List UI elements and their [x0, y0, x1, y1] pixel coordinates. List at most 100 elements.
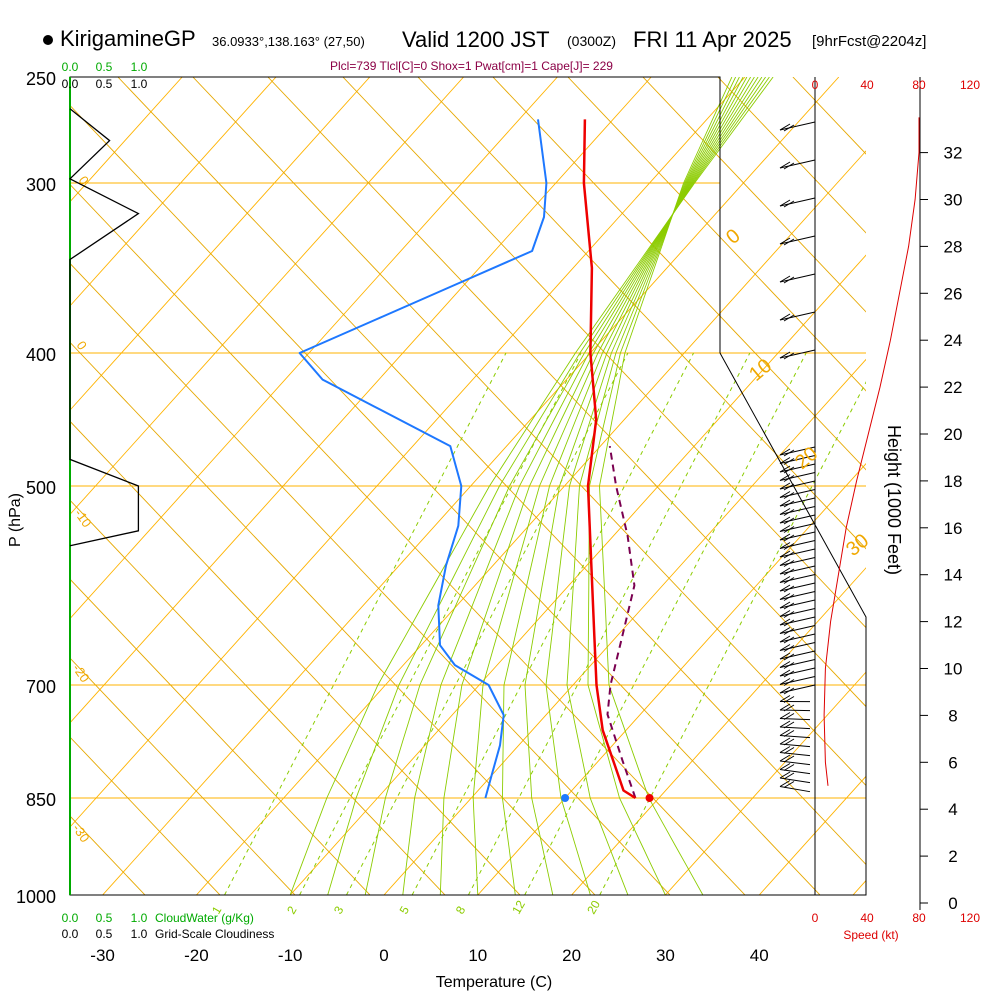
dry-adiabat-line	[70, 420, 521, 895]
wind-barb-flag	[783, 551, 795, 559]
height-tick-label: 6	[948, 753, 957, 772]
wind-barb-flag	[779, 457, 791, 464]
wind-barb	[779, 650, 816, 661]
wind-barb-staff	[779, 489, 816, 498]
speed-tick-top: 80	[912, 78, 926, 92]
cloudiness-tick-top: 0.0	[62, 77, 79, 91]
wind-barb	[779, 506, 816, 516]
cloudwater-label: CloudWater (g/Kg)	[155, 911, 254, 925]
wind-barb-staff	[779, 676, 816, 685]
mixing-ratio-line	[224, 352, 507, 895]
wind-barb-flag	[779, 763, 791, 770]
cloudiness-tick-bottom: 0.5	[96, 927, 113, 941]
y-axis-label: P (hPa)	[7, 493, 24, 547]
wind-barb	[779, 591, 816, 601]
wind-barb-flag	[783, 475, 795, 482]
x-tick-label: -30	[90, 946, 115, 965]
surface-dewpoint-point	[561, 794, 570, 802]
pressure-tick-label: 1000	[16, 887, 56, 907]
isotherm-line	[70, 77, 277, 307]
wind-barb-flag	[779, 567, 791, 575]
wind-barb	[779, 659, 816, 669]
isotherm-label: -10	[72, 506, 95, 530]
wind-barb-flag	[783, 492, 795, 499]
x-tick-label: 20	[562, 946, 581, 965]
wind-barb-flag	[779, 601, 791, 609]
wind-barb-flag	[779, 499, 791, 507]
wind-barb-flag	[783, 200, 795, 208]
wind-barb-staff	[779, 311, 816, 321]
isotherm-line	[196, 150, 866, 895]
height-tick-label: 16	[944, 519, 963, 538]
wind-barb-flag	[779, 754, 791, 762]
wind-barb-flag	[783, 509, 795, 516]
wind-barb	[779, 642, 816, 652]
wind-barb	[779, 625, 816, 635]
moist-adiabat-line	[327, 77, 770, 895]
chart-text: 1 2 3 5 8 12 20010203000-10-20-302503004005007…	[7, 60, 980, 991]
wind-barb	[779, 608, 816, 618]
wind-barb-flag	[779, 618, 791, 626]
wind-barb-staff	[779, 523, 816, 532]
wind-barb-flag	[779, 482, 791, 490]
mixing-ratio-line	[467, 352, 751, 895]
wind-barb	[779, 514, 816, 525]
wind-barb	[779, 599, 816, 610]
pressure-tick-label: 500	[26, 478, 56, 498]
mixing-ratio-line	[299, 352, 582, 895]
station-name: KirigamineGP	[60, 26, 196, 51]
wind-barb-flag	[783, 449, 795, 457]
isotherm-line	[102, 77, 840, 895]
grid-lines	[70, 77, 866, 895]
wind-barb	[779, 712, 811, 721]
wind-barb-flag	[779, 686, 791, 694]
wind-barb-flag	[783, 772, 795, 780]
wind-barb	[779, 472, 816, 482]
wind-barb-staff	[779, 540, 816, 549]
wind-barb	[779, 235, 816, 246]
isotherm-line	[383, 358, 866, 895]
wind-barb	[779, 695, 811, 703]
height-tick-label: 8	[948, 706, 957, 725]
mixing-ratio-label: 12	[509, 898, 528, 917]
wind-barb-flag	[779, 584, 791, 592]
wind-barb	[779, 667, 816, 678]
wind-panel	[779, 117, 920, 793]
wind-barb-flag	[783, 534, 795, 542]
wind-barb	[779, 737, 811, 748]
wind-barb-flag	[783, 687, 795, 695]
wind-barb-flag	[779, 678, 791, 685]
speed-tick-bottom: 40	[860, 911, 874, 925]
wind-barb-flag	[779, 746, 791, 753]
wind-barb-flag	[783, 628, 795, 635]
valid-time-utc: (0300Z)	[567, 33, 617, 49]
cloudiness-profile	[68, 108, 140, 547]
wind-barb	[779, 463, 816, 474]
pressure-tick-label: 700	[26, 677, 56, 697]
wind-barb-flag	[779, 771, 791, 779]
speed-axis-label: Speed (kt)	[843, 928, 898, 942]
wind-barb-staff	[779, 582, 816, 592]
wind-barb	[779, 480, 816, 491]
wind-barb-flag	[779, 491, 791, 498]
wind-barb	[779, 273, 816, 284]
station-dot-icon	[43, 35, 53, 45]
isotherm-line	[70, 77, 464, 516]
wind-barb-flag	[783, 662, 795, 669]
mixing-ratio-lines	[224, 352, 866, 895]
dry-adiabat-line	[70, 736, 221, 895]
wind-barb	[779, 565, 816, 576]
mixing-ratio-label: 2	[284, 903, 300, 916]
moist-adiabat-line	[587, 77, 737, 895]
wind-barb-flag	[779, 669, 791, 677]
wind-barb-flag	[779, 516, 791, 524]
height-tick-label: 18	[944, 472, 963, 491]
moist-adiabat-line	[439, 77, 759, 895]
dry-adiabat-line	[70, 183, 746, 895]
wind-barb-staff	[779, 684, 816, 694]
wind-barb	[779, 754, 811, 766]
wind-barb-staff	[779, 273, 816, 283]
wind-barb-flag	[783, 238, 795, 246]
dry-adiabat-line	[117, 77, 866, 866]
wind-barb-flag	[783, 764, 795, 771]
